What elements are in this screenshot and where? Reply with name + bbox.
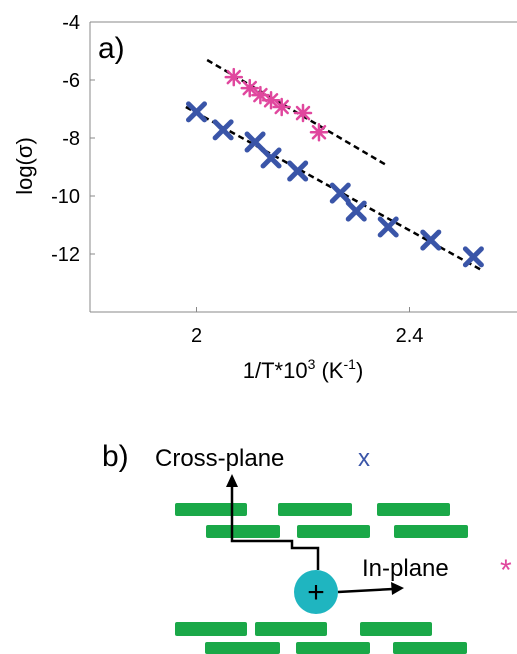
x-label-sup: 3 (308, 356, 316, 372)
layer-bar (393, 642, 467, 654)
data-point (224, 67, 244, 87)
data-point (244, 131, 266, 153)
layer-bar (175, 622, 247, 636)
y-tick-label: -8 (62, 128, 80, 150)
in-plane-path (337, 587, 394, 594)
data-point (272, 97, 291, 117)
data-point (261, 91, 281, 110)
arrow-head (391, 582, 404, 595)
in-plane-marker: * (500, 554, 512, 587)
plot: -4 -6 -8 -10 -12 2 2.4 (51, 12, 517, 347)
layer-bar (297, 525, 370, 538)
data-point (287, 160, 309, 182)
y-tick-label: -12 (51, 244, 80, 266)
charge-sign: + (307, 576, 325, 609)
data-point (345, 200, 367, 222)
charge-carrier (294, 570, 338, 614)
x-axis-label: 1/T*103 (K-1) (243, 356, 364, 383)
y-tick-label: -6 (62, 70, 80, 92)
cross-plane-path (230, 484, 320, 570)
layer-bar (206, 525, 280, 538)
layer-bar (360, 622, 432, 636)
cross-plane-marker: x (358, 445, 370, 472)
layer-bar (377, 503, 450, 516)
data-point (251, 85, 270, 105)
y-axis-label: log(σ) (12, 137, 37, 195)
panel-label: a) (98, 32, 125, 65)
layer-bar (205, 642, 280, 654)
data-point (462, 246, 484, 268)
layer-bar (278, 503, 352, 516)
data-point (212, 119, 234, 141)
layers (175, 503, 468, 654)
y-tick-label: -10 (51, 186, 80, 208)
in-plane-label: In-plane (362, 555, 449, 582)
layer-bar (255, 622, 327, 636)
data-point (309, 122, 329, 142)
layer-bar (394, 525, 468, 538)
data-point (420, 229, 442, 251)
y-tick-label: -4 (62, 12, 80, 34)
data-point (260, 147, 282, 169)
x-tick-label: 2 (191, 325, 202, 347)
x-label-part: ) (356, 358, 363, 383)
data-point (240, 78, 259, 98)
layer-bar (296, 642, 370, 654)
panel-label: b) (102, 440, 129, 473)
data-point (377, 216, 399, 238)
x-label-part: 1/T*10 (243, 358, 308, 383)
arrow-head (226, 474, 238, 487)
data-point (186, 101, 207, 123)
x-label-sup: -1 (343, 356, 356, 372)
x-tick-label: 2.4 (396, 325, 424, 347)
data-point (329, 182, 351, 204)
layer-bar (175, 503, 247, 516)
data-point (293, 103, 313, 123)
cross-plane-label: Cross-plane (155, 445, 284, 472)
x-label-part: (K (315, 358, 343, 383)
